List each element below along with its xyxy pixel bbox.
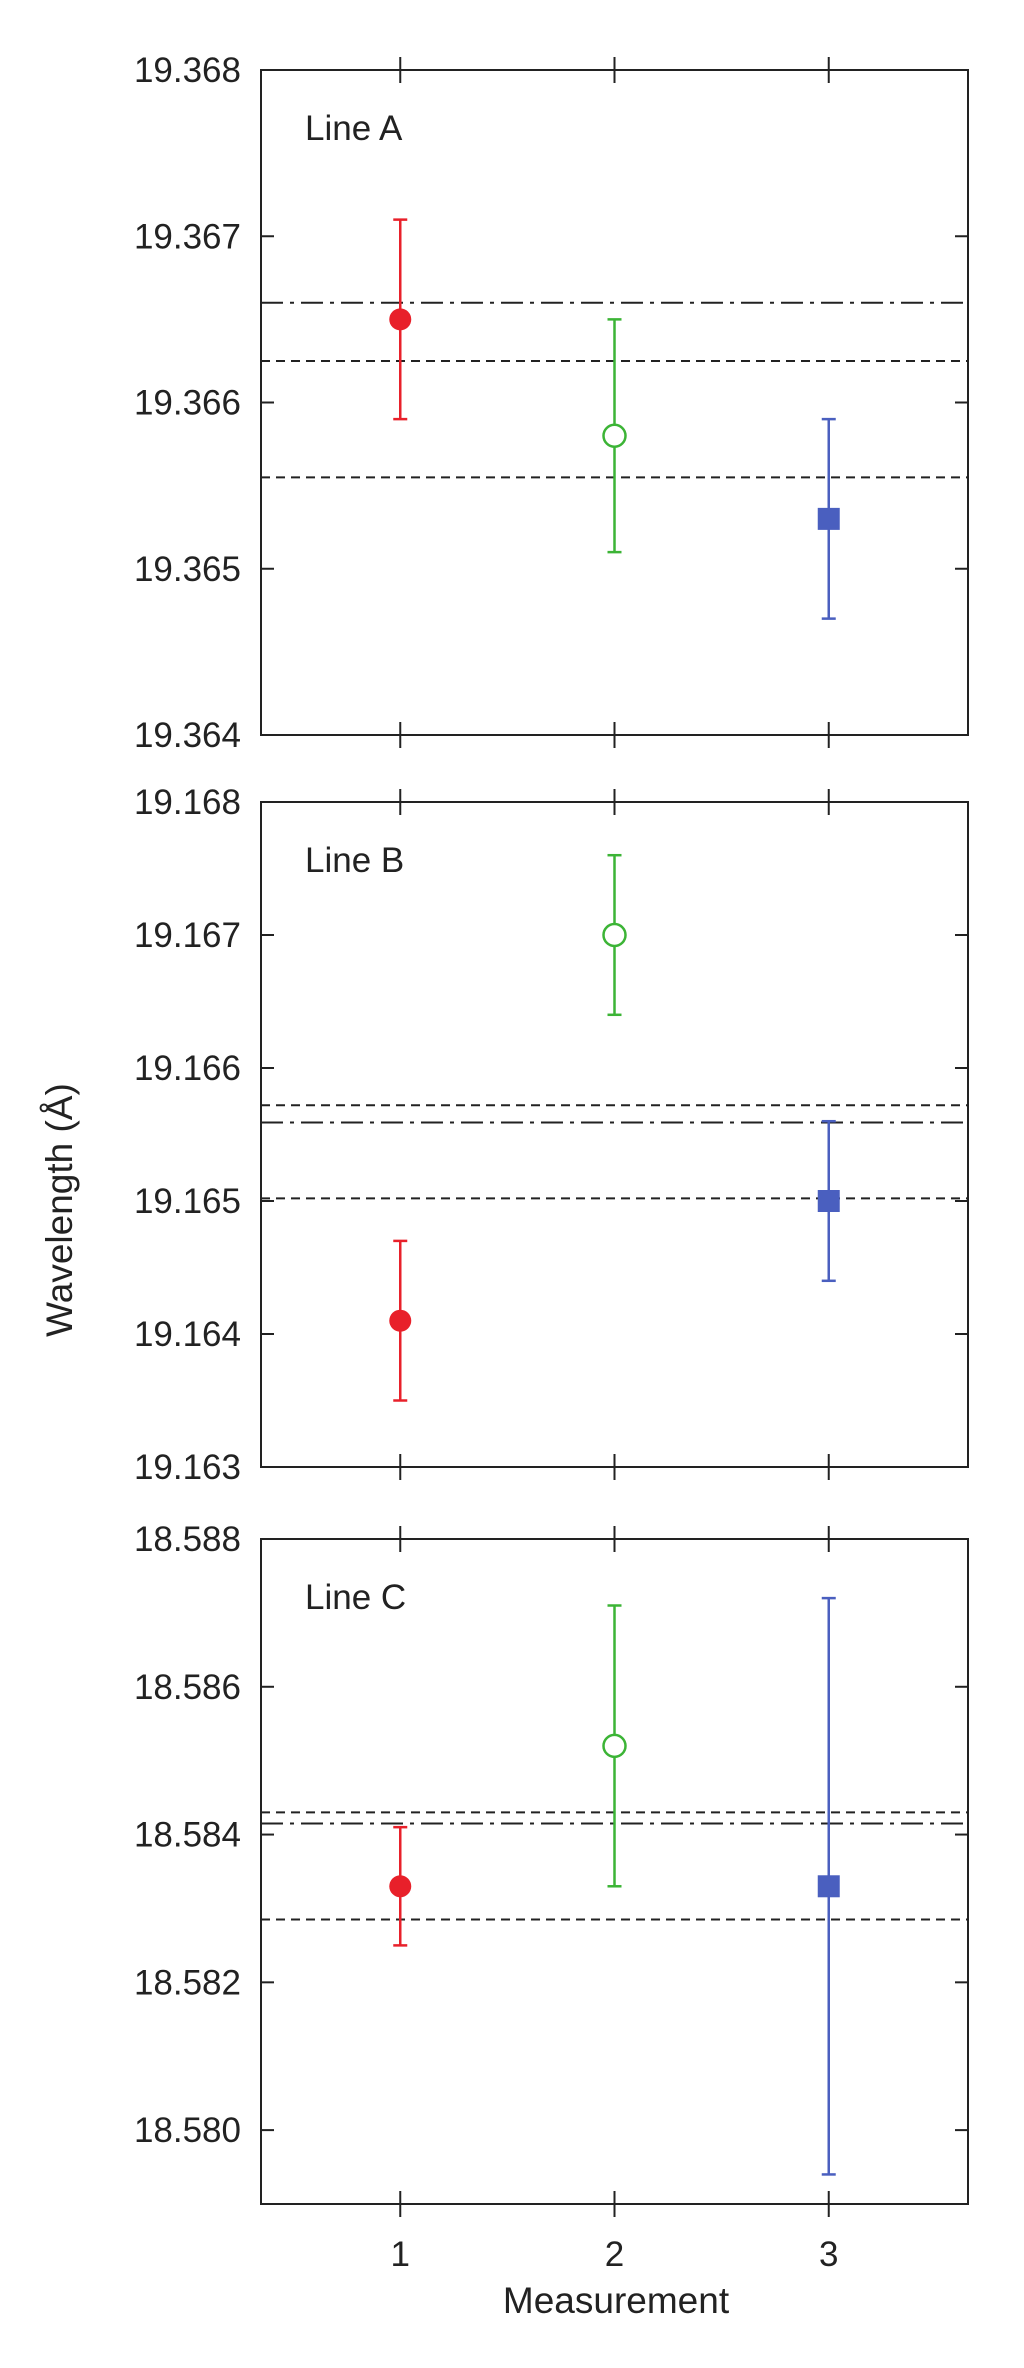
y-tick-label: 19.166: [134, 1049, 241, 1088]
y-tick-label: 19.368: [134, 51, 241, 90]
panel-3: 18.580 18.582 18.584 18.586 18.588 Line C 1 2 3: [134, 1520, 969, 2274]
y-tick-label: 19.364: [134, 716, 241, 755]
panels-layer: 19.364 19.365 19.366 19.367 19.368 Line A 19.1…: [134, 51, 969, 2274]
y-tick-label: 18.588: [134, 1520, 241, 1559]
data-point: [817, 507, 840, 530]
data-point: [602, 1733, 627, 1759]
panel-label: Line B: [305, 841, 404, 880]
data-point: [389, 1875, 412, 1898]
data-point: [602, 922, 627, 948]
data-point: [389, 1309, 412, 1332]
y-tick-label: 19.167: [134, 916, 241, 955]
y-tick-label: 19.163: [134, 1448, 241, 1487]
data-point: [389, 308, 412, 331]
data-point: [602, 423, 627, 448]
data-point: [817, 1190, 840, 1212]
x-tick-label: 1: [391, 2235, 410, 2274]
x-tick-label: 3: [819, 2235, 838, 2274]
y-tick-label: 19.164: [134, 1315, 241, 1354]
y-tick-label: 18.582: [134, 1963, 241, 2002]
y-tick-label: 19.365: [134, 550, 241, 589]
x-axis-title: Measurement: [503, 2280, 730, 2321]
y-tick-label: 18.586: [134, 1668, 241, 1707]
panel-1: 19.364 19.365 19.366 19.367 19.368 Line A: [134, 51, 969, 755]
y-tick-label: 19.367: [134, 217, 241, 256]
y-tick-label: 18.580: [134, 2111, 241, 2150]
y-tick-label: 18.584: [134, 1816, 241, 1855]
panel-label: Line A: [305, 109, 403, 148]
y-tick-label: 19.366: [134, 384, 241, 423]
y-tick-label: 19.165: [134, 1182, 241, 1221]
panel-label: Line C: [305, 1578, 406, 1617]
y-tick-label: 19.168: [134, 783, 241, 822]
y-axis-title: Wavelength (Å): [39, 1083, 80, 1337]
panel-2: 19.163 19.164 19.165 19.166 19.167 19.168 Line…: [134, 783, 969, 1487]
x-tick-label: 2: [605, 2235, 624, 2274]
data-point: [817, 1875, 840, 1898]
